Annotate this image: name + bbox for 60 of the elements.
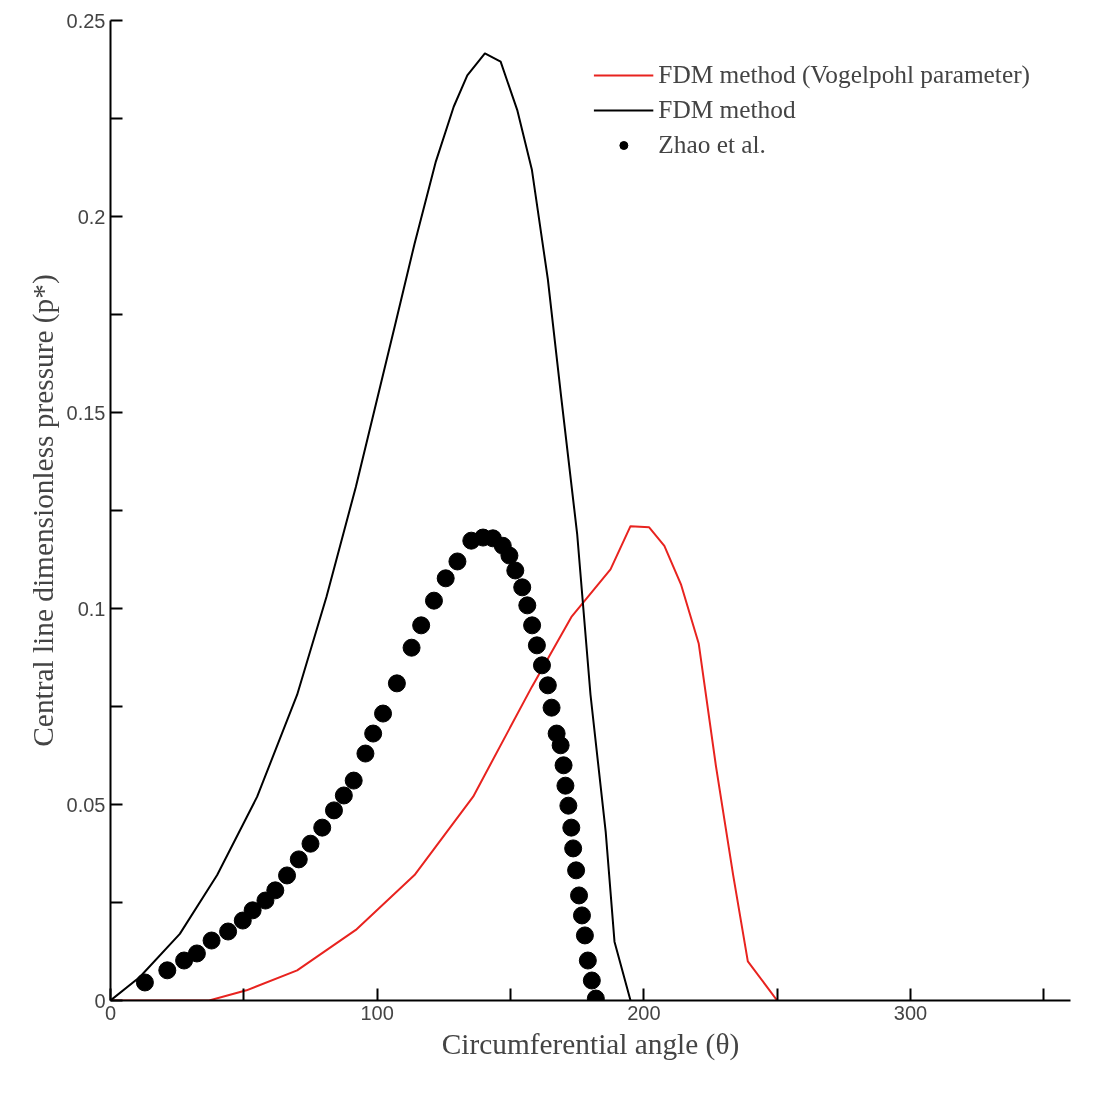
point [448, 552, 467, 571]
y-axis-title: Central line dimensionless pressure (p*) [26, 274, 60, 747]
point [559, 796, 578, 815]
point [356, 744, 375, 763]
point [334, 786, 353, 805]
point [243, 901, 262, 920]
point [564, 839, 583, 858]
point [158, 961, 177, 980]
point [324, 801, 343, 820]
point [562, 818, 581, 837]
x-tick-label: 300 [893, 1001, 928, 1024]
point [506, 561, 525, 580]
point [513, 578, 532, 597]
point [523, 616, 542, 635]
legend-label: Zhao et al. [658, 130, 766, 159]
point [412, 616, 431, 635]
point [402, 638, 421, 657]
y-tick-label: 0.1 [77, 597, 106, 620]
legend-label: FDM method (Vogelpohl parameter) [658, 60, 1030, 89]
point [313, 818, 332, 837]
point [582, 971, 601, 990]
y-tick-label: 0.2 [77, 205, 106, 228]
point [527, 636, 546, 655]
point [518, 596, 537, 615]
point [266, 881, 285, 900]
point [219, 922, 238, 941]
point [567, 861, 586, 880]
point [364, 724, 383, 743]
point [202, 931, 221, 950]
point [175, 951, 194, 970]
legend-label: FDM method [658, 95, 796, 124]
point [551, 736, 570, 755]
point [532, 656, 551, 675]
point [301, 834, 320, 853]
y-tick-label: 0.25 [66, 9, 106, 32]
y-tick-label: 0.05 [66, 793, 106, 816]
x-tick-label: 200 [627, 1001, 661, 1024]
point [575, 926, 594, 945]
point [344, 771, 363, 790]
point [424, 591, 443, 610]
point [387, 674, 406, 693]
x-axis-title: Circumferential angle (θ) [441, 1027, 740, 1061]
point [233, 911, 252, 930]
point [135, 973, 154, 992]
point [374, 704, 393, 723]
point [570, 886, 589, 905]
x-tick-label: 100 [360, 1001, 394, 1024]
y-tick-label: 0.15 [66, 401, 106, 424]
point [554, 756, 573, 775]
point [578, 951, 597, 970]
point [289, 850, 308, 869]
point [436, 569, 455, 588]
point [500, 546, 519, 565]
point [556, 776, 575, 795]
point [542, 698, 561, 717]
point [538, 676, 557, 695]
point [572, 906, 591, 925]
point [187, 944, 206, 963]
point [278, 866, 297, 885]
point [256, 891, 275, 910]
